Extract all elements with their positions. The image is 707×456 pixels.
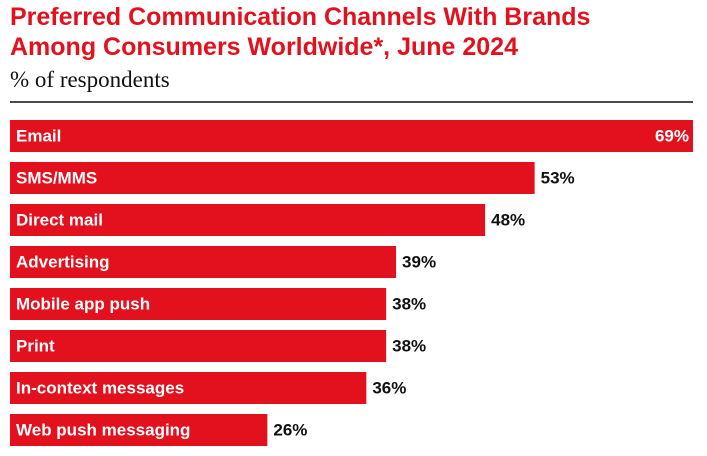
category-label: Direct mail [16, 210, 103, 229]
value-label: 38% [392, 336, 426, 355]
bar [10, 288, 387, 320]
category-label: SMS/MMS [16, 168, 97, 187]
value-label: 69% [655, 126, 689, 145]
value-label: 26% [273, 420, 307, 439]
bar [10, 246, 397, 278]
bar [10, 372, 367, 404]
value-label: 48% [491, 210, 525, 229]
bar [10, 414, 268, 446]
value-label: 39% [402, 252, 436, 271]
category-label: Email [16, 126, 61, 145]
category-label: Print [16, 336, 55, 355]
bar [10, 204, 486, 236]
category-label: Advertising [16, 252, 110, 271]
value-label: 38% [392, 294, 426, 313]
category-label: Mobile app push [16, 294, 150, 313]
chart-title: Preferred Communication Channels With Br… [10, 3, 591, 61]
category-label: In-context messages [16, 378, 184, 397]
value-label: 53% [541, 168, 575, 187]
bar [10, 330, 387, 362]
bar [10, 162, 535, 194]
category-label: Web push messaging [16, 420, 190, 439]
value-label: 36% [372, 378, 406, 397]
bar [10, 120, 693, 152]
chart-subtitle: % of respondents [10, 67, 170, 92]
